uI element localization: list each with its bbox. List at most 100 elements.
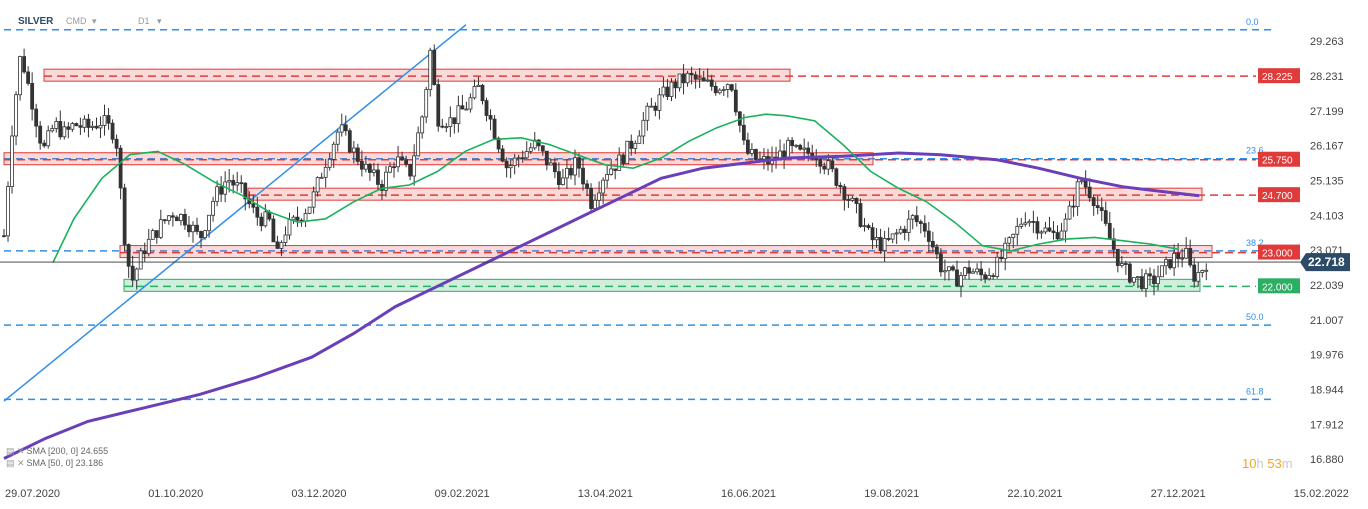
- candle-body: [1176, 253, 1181, 259]
- candle-body: [420, 116, 425, 134]
- candle-body: [677, 73, 682, 89]
- timeframe-label[interactable]: D1: [138, 16, 150, 26]
- candle-body: [601, 179, 606, 194]
- candle-body: [492, 118, 497, 139]
- candle-body: [830, 160, 835, 170]
- candle-body: [235, 182, 240, 186]
- candle-body: [1055, 232, 1060, 240]
- candle-body: [890, 233, 895, 240]
- candle-body: [802, 147, 807, 150]
- candle-body: [355, 147, 360, 162]
- candle-body: [1075, 181, 1080, 207]
- candle-body: [404, 159, 409, 165]
- y-tick-label: 26.167: [1310, 141, 1344, 153]
- fib-label: 23.6: [1246, 146, 1264, 156]
- candle-body: [926, 230, 931, 242]
- candle-body: [10, 135, 14, 188]
- candle-body: [150, 230, 155, 240]
- candle-body: [1019, 223, 1024, 227]
- candle-body: [593, 199, 597, 209]
- candle-body: [1148, 273, 1152, 277]
- x-tick-label: 13.04.2021: [578, 488, 633, 500]
- candle-body: [729, 84, 734, 91]
- candle-body: [460, 105, 465, 110]
- candle-body: [1168, 259, 1172, 269]
- candle-body: [685, 72, 690, 84]
- candle-body: [18, 56, 22, 96]
- candle-body: [440, 125, 445, 128]
- candle-body: [1160, 265, 1164, 278]
- candle-body: [806, 147, 811, 154]
- candle-body: [673, 81, 678, 89]
- candle-body: [207, 214, 211, 232]
- candle-body: [372, 169, 376, 173]
- candle-body: [512, 157, 517, 166]
- candle-body: [544, 150, 549, 166]
- candle-body: [967, 267, 971, 274]
- fib-label: 0.0: [1246, 17, 1259, 27]
- candle-body: [532, 139, 537, 149]
- candle-body: [947, 266, 951, 272]
- candle-body: [1007, 237, 1012, 244]
- candle-body: [295, 216, 300, 221]
- candle-body: [162, 219, 167, 222]
- symbol-label[interactable]: SILVER: [18, 16, 54, 27]
- candle-body: [577, 157, 581, 169]
- y-tick-label: 27.199: [1310, 106, 1344, 118]
- candle-body: [22, 56, 27, 73]
- legend-sma200[interactable]: ▤ ✕ SMA [200, 0] 24.655: [6, 446, 109, 456]
- x-tick-label: 16.06.2021: [721, 488, 776, 500]
- chevron-down-icon[interactable]: ▾: [157, 16, 162, 26]
- candle-body: [842, 186, 847, 200]
- instrument-type-label[interactable]: CMD: [66, 16, 87, 26]
- fib-label: 38.2: [1246, 238, 1264, 248]
- candle-body: [870, 227, 875, 241]
- candle-body: [1067, 205, 1072, 220]
- candle-body: [910, 215, 915, 220]
- candle-body: [669, 81, 674, 97]
- candle-body: [822, 165, 827, 170]
- candle-body: [565, 167, 569, 179]
- candle-body: [693, 74, 698, 80]
- candle-body: [1043, 227, 1048, 233]
- candle-body: [30, 83, 35, 110]
- candle-body: [540, 145, 545, 152]
- candle-body: [62, 126, 67, 138]
- candle-body: [146, 238, 151, 255]
- candle-body: [66, 126, 71, 130]
- candle-body: [713, 85, 718, 94]
- candle-body: [798, 144, 803, 150]
- candle-body: [436, 84, 441, 127]
- candle-body: [882, 238, 887, 251]
- candle-body: [1091, 197, 1096, 206]
- candle-body: [1063, 218, 1068, 232]
- candle-body: [110, 122, 115, 140]
- candle-body: [605, 174, 610, 181]
- candle-body: [930, 241, 935, 248]
- candle-body: [886, 238, 891, 240]
- x-tick-label: 19.08.2021: [864, 488, 919, 500]
- candle-body: [1047, 227, 1052, 232]
- chevron-down-icon[interactable]: ▾: [92, 16, 97, 26]
- candle-body: [158, 219, 163, 238]
- candle-body: [231, 180, 236, 186]
- candle-body: [918, 221, 923, 224]
- close-icon[interactable]: ▤ ✕: [6, 458, 25, 468]
- candle-body: [1059, 230, 1064, 240]
- candle-body: [573, 157, 577, 176]
- legend-sma50[interactable]: ▤ ✕ SMA [50, 0] 23.186: [6, 458, 104, 468]
- candle-body: [963, 267, 967, 276]
- sma50-line: [52, 113, 1179, 264]
- candle-body: [183, 213, 187, 226]
- fib-label: 50.0: [1246, 312, 1264, 322]
- candle-body: [122, 187, 127, 245]
- close-icon[interactable]: ▤ ✕: [6, 446, 25, 456]
- y-tick-label: 18.944: [1310, 384, 1344, 396]
- y-tick-label: 24.103: [1310, 210, 1344, 222]
- candle-body: [1123, 263, 1128, 265]
- candle-body: [1140, 276, 1144, 289]
- sma200-line: [3, 151, 1200, 460]
- candle-body: [255, 206, 260, 218]
- candle-body: [1103, 210, 1108, 224]
